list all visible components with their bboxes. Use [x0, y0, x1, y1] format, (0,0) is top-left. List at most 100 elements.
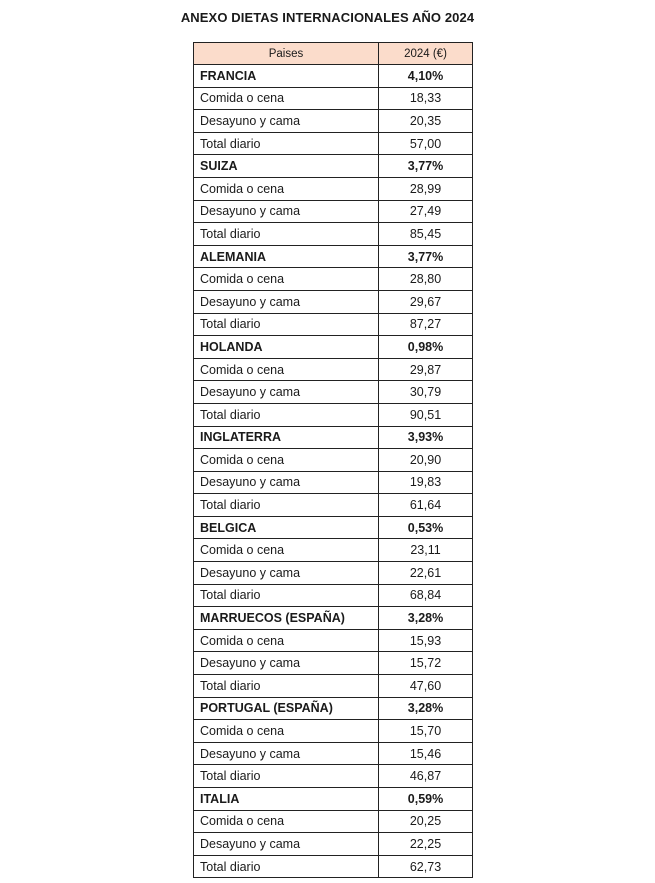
country-percentage: 3,93%: [378, 425, 473, 450]
table-body: FRANCIA 4,10% Comida o cena 18,33 Desayuno y…: [193, 64, 473, 879]
country-row: INGLATERRA 3,93%: [193, 425, 473, 450]
concept-cell: Comida o cena: [193, 448, 379, 472]
table-row: Desayuno y cama 15,72: [193, 651, 473, 676]
concept-cell: Total diario: [193, 312, 379, 337]
amount-cell: 22,25: [378, 832, 473, 856]
amount-cell: 46,87: [378, 764, 473, 788]
concept-cell: Desayuno y cama: [193, 561, 379, 585]
amount-cell: 15,46: [378, 741, 473, 766]
country-name: BELGICA: [193, 515, 379, 540]
table-row: Comida o cena 29,87: [193, 357, 473, 382]
amount-cell: 15,72: [378, 651, 473, 676]
concept-cell: Comida o cena: [193, 357, 379, 382]
document-title: ANEXO DIETAS INTERNACIONALES AÑO 2024: [180, 10, 475, 25]
table-row: Total diario 47,60: [193, 674, 473, 698]
country-percentage: 0,59%: [378, 787, 473, 811]
country-name: ITALIA: [193, 787, 379, 811]
country-row: ITALIA 0,59%: [193, 787, 473, 811]
concept-cell: Comida o cena: [193, 86, 379, 111]
concept-cell: Total diario: [193, 674, 379, 698]
amount-cell: 15,93: [378, 628, 473, 653]
table-row: Desayuno y cama 22,25: [193, 832, 473, 856]
country-name: SUIZA: [193, 154, 379, 178]
country-percentage: 3,28%: [378, 696, 473, 721]
table-row: Comida o cena 28,99: [193, 176, 473, 201]
concept-cell: Total diario: [193, 493, 379, 517]
amount-cell: 22,61: [378, 561, 473, 585]
country-name: FRANCIA: [193, 64, 379, 88]
concept-cell: Total diario: [193, 131, 379, 156]
column-header-2024: 2024 (€): [378, 42, 473, 65]
concept-cell: Total diario: [193, 583, 379, 608]
table-row: Comida o cena 15,93: [193, 628, 473, 653]
concept-cell: Desayuno y cama: [193, 380, 379, 404]
table-row: Desayuno y cama 30,79: [193, 380, 473, 404]
table-row: Total diario 85,45: [193, 222, 473, 246]
concept-cell: Desayuno y cama: [193, 289, 379, 314]
concept-cell: Desayuno y cama: [193, 199, 379, 224]
amount-cell: 57,00: [378, 131, 473, 156]
amount-cell: 20,35: [378, 109, 473, 133]
table-row: Total diario 57,00: [193, 131, 473, 156]
dietas-table: Paises 2024 (€) FRANCIA 4,10% Comida o cen…: [193, 42, 473, 879]
table-row: Total diario 68,84: [193, 583, 473, 608]
table-row: Total diario 87,27: [193, 312, 473, 337]
concept-cell: Comida o cena: [193, 538, 379, 563]
amount-cell: 19,83: [378, 470, 473, 495]
table-row: Desayuno y cama 27,49: [193, 199, 473, 224]
table-header-row: Paises 2024 (€): [193, 42, 473, 65]
country-percentage: 3,77%: [378, 154, 473, 178]
country-row: BELGICA 0,53%: [193, 515, 473, 540]
table-row: Total diario 90,51: [193, 402, 473, 427]
country-row: PORTUGAL (ESPAÑA) 3,28%: [193, 696, 473, 721]
country-percentage: 0,53%: [378, 515, 473, 540]
country-name: PORTUGAL (ESPAÑA): [193, 696, 379, 721]
table-row: Total diario 46,87: [193, 764, 473, 788]
amount-cell: 87,27: [378, 312, 473, 337]
country-name: ALEMANIA: [193, 244, 379, 269]
amount-cell: 28,99: [378, 176, 473, 201]
amount-cell: 85,45: [378, 222, 473, 246]
country-row: FRANCIA 4,10%: [193, 64, 473, 88]
concept-cell: Desayuno y cama: [193, 741, 379, 766]
column-header-paises: Paises: [193, 42, 379, 65]
amount-cell: 18,33: [378, 86, 473, 111]
concept-cell: Comida o cena: [193, 628, 379, 653]
country-name: HOLANDA: [193, 335, 379, 359]
table-row: Desayuno y cama 29,67: [193, 289, 473, 314]
amount-cell: 68,84: [378, 583, 473, 608]
country-name: MARRUECOS (ESPAÑA): [193, 606, 379, 630]
table-row: Desayuno y cama 22,61: [193, 561, 473, 585]
country-name: INGLATERRA: [193, 425, 379, 450]
amount-cell: 20,90: [378, 448, 473, 472]
concept-cell: Total diario: [193, 854, 379, 879]
concept-cell: Desayuno y cama: [193, 109, 379, 133]
country-percentage: 3,77%: [378, 244, 473, 269]
amount-cell: 47,60: [378, 674, 473, 698]
amount-cell: 62,73: [378, 854, 473, 879]
amount-cell: 27,49: [378, 199, 473, 224]
concept-cell: Total diario: [193, 222, 379, 246]
table-row: Comida o cena 20,90: [193, 448, 473, 472]
concept-cell: Comida o cena: [193, 267, 379, 291]
table-row: Desayuno y cama 15,46: [193, 741, 473, 766]
country-row: ALEMANIA 3,77%: [193, 244, 473, 269]
table-row: Comida o cena 20,25: [193, 809, 473, 834]
amount-cell: 29,87: [378, 357, 473, 382]
concept-cell: Comida o cena: [193, 176, 379, 201]
table-row: Comida o cena 28,80: [193, 267, 473, 291]
table-row: Comida o cena 23,11: [193, 538, 473, 563]
amount-cell: 20,25: [378, 809, 473, 834]
table-row: Total diario 62,73: [193, 854, 473, 879]
concept-cell: Total diario: [193, 764, 379, 788]
table-row: Total diario 61,64: [193, 493, 473, 517]
concept-cell: Desayuno y cama: [193, 832, 379, 856]
country-percentage: 3,28%: [378, 606, 473, 630]
amount-cell: 28,80: [378, 267, 473, 291]
table-row: Desayuno y cama 20,35: [193, 109, 473, 133]
country-percentage: 4,10%: [378, 64, 473, 88]
concept-cell: Comida o cena: [193, 809, 379, 834]
amount-cell: 29,67: [378, 289, 473, 314]
table-row: Comida o cena 15,70: [193, 719, 473, 743]
amount-cell: 61,64: [378, 493, 473, 517]
